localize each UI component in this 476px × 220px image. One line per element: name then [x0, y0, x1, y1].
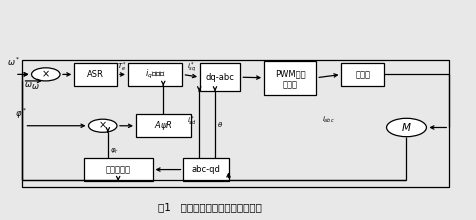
Text: $\varphi_r$: $\varphi_r$	[110, 147, 119, 156]
Bar	[264, 61, 317, 95]
Bar	[183, 158, 228, 181]
Text: 逆变器: 逆变器	[355, 70, 370, 79]
Text: PWM脉冲: PWM脉冲	[275, 69, 306, 78]
Text: $\theta$: $\theta$	[218, 120, 224, 129]
Text: ASR: ASR	[87, 70, 104, 79]
Text: $T_e^*$: $T_e^*$	[118, 61, 128, 74]
Text: ×: ×	[42, 69, 50, 79]
Text: abc-qd: abc-qd	[191, 165, 220, 174]
Text: $i_{sq}^*$: $i_{sq}^*$	[187, 61, 196, 75]
Bar	[84, 158, 153, 181]
Text: $\omega$: $\omega$	[30, 82, 39, 91]
Circle shape	[387, 118, 426, 137]
Text: $i_{abc}$: $i_{abc}$	[322, 115, 335, 125]
Bar	[341, 63, 384, 86]
Text: 图1   电机矢量控制调速系统结构图: 图1 电机矢量控制调速系统结构图	[158, 202, 261, 212]
Text: $A\psi R$: $A\psi R$	[154, 119, 173, 132]
Text: $i_{sd}^*$: $i_{sd}^*$	[187, 115, 197, 128]
Bar	[22, 60, 449, 187]
Bar	[128, 63, 182, 86]
Circle shape	[89, 119, 117, 132]
Text: dq-abc: dq-abc	[206, 73, 235, 82]
Text: $\omega^*$: $\omega^*$	[7, 56, 20, 68]
Text: 发生器: 发生器	[283, 81, 298, 90]
Text: $M$: $M$	[401, 121, 412, 134]
Bar	[74, 63, 117, 86]
Bar	[200, 63, 240, 92]
Text: $\omega$: $\omega$	[24, 81, 33, 90]
Text: $i_q$的计算: $i_q$的计算	[145, 68, 166, 81]
Text: ×: ×	[99, 121, 107, 131]
Circle shape	[31, 68, 60, 81]
Text: 磁链观测器: 磁链观测器	[106, 165, 130, 174]
Text: $\varphi^*$: $\varphi^*$	[15, 107, 27, 121]
Bar	[136, 114, 190, 137]
